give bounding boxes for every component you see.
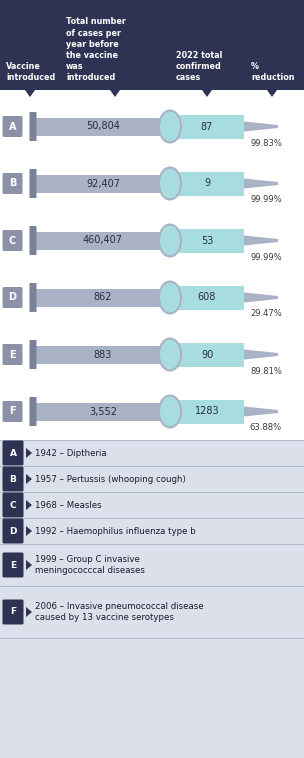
Polygon shape	[244, 406, 278, 416]
Text: 99.99%: 99.99%	[250, 196, 282, 205]
Polygon shape	[26, 560, 32, 570]
Bar	[0, 0, 60, 90]
Text: B: B	[9, 178, 16, 189]
Text: C: C	[9, 236, 16, 246]
Polygon shape	[244, 121, 278, 131]
Text: 2006 – Invasive pneumococcal disease
caused by 13 vaccine serotypes: 2006 – Invasive pneumococcal disease cau…	[35, 602, 204, 622]
Bar	[0, 440, 304, 758]
Polygon shape	[244, 178, 278, 189]
FancyBboxPatch shape	[2, 440, 23, 465]
Polygon shape	[26, 526, 32, 536]
Text: %
reduction: % reduction	[251, 62, 295, 82]
Text: A: A	[9, 449, 16, 458]
Text: 50,804: 50,804	[86, 121, 120, 131]
Text: 1283: 1283	[195, 406, 219, 416]
Polygon shape	[202, 90, 212, 97]
Bar	[170, 0, 245, 90]
Ellipse shape	[159, 111, 181, 143]
Text: 87: 87	[201, 121, 213, 131]
Text: 460,407: 460,407	[83, 236, 123, 246]
Text: 99.83%: 99.83%	[250, 139, 282, 148]
Bar	[170, 228, 244, 252]
Bar	[36, 117, 170, 136]
Ellipse shape	[159, 224, 181, 256]
FancyBboxPatch shape	[2, 493, 23, 518]
Text: 1968 – Measles: 1968 – Measles	[35, 500, 102, 509]
Text: C: C	[10, 500, 16, 509]
Text: 608: 608	[198, 293, 216, 302]
Bar	[36, 231, 170, 249]
FancyBboxPatch shape	[2, 344, 22, 365]
Text: E: E	[10, 560, 16, 569]
Polygon shape	[267, 90, 277, 97]
Bar	[36, 346, 170, 364]
Polygon shape	[26, 500, 32, 510]
Text: Vaccine
introduced: Vaccine introduced	[6, 62, 55, 82]
Polygon shape	[244, 293, 278, 302]
Ellipse shape	[159, 396, 181, 428]
Bar	[60, 0, 170, 90]
Polygon shape	[26, 448, 32, 458]
Text: 9: 9	[204, 178, 210, 189]
FancyBboxPatch shape	[29, 112, 36, 141]
Text: 29.47%: 29.47%	[250, 309, 282, 318]
FancyBboxPatch shape	[2, 600, 23, 625]
FancyBboxPatch shape	[29, 340, 36, 369]
Text: 1957 – Pertussis (whooping cough): 1957 – Pertussis (whooping cough)	[35, 475, 186, 484]
Text: 53: 53	[201, 236, 213, 246]
Bar	[170, 171, 244, 196]
FancyBboxPatch shape	[2, 173, 22, 194]
Polygon shape	[25, 90, 35, 97]
Bar	[36, 402, 170, 421]
Text: 2022 total
confirmed
cases: 2022 total confirmed cases	[176, 51, 222, 82]
Text: 1999 – Group C invasive
meningococccal diseases: 1999 – Group C invasive meningococccal d…	[35, 555, 145, 575]
Polygon shape	[110, 90, 120, 97]
FancyBboxPatch shape	[29, 169, 36, 198]
Text: F: F	[10, 607, 16, 616]
Text: B: B	[9, 475, 16, 484]
FancyBboxPatch shape	[2, 553, 23, 578]
Text: 92,407: 92,407	[86, 178, 120, 189]
Bar	[170, 114, 244, 139]
FancyBboxPatch shape	[29, 397, 36, 426]
Bar	[170, 343, 244, 367]
FancyBboxPatch shape	[2, 466, 23, 491]
Bar	[170, 399, 244, 424]
FancyBboxPatch shape	[2, 116, 22, 137]
Bar	[170, 286, 244, 309]
FancyBboxPatch shape	[29, 283, 36, 312]
Polygon shape	[26, 474, 32, 484]
Text: 1942 – Diptheria: 1942 – Diptheria	[35, 449, 107, 458]
FancyBboxPatch shape	[2, 518, 23, 543]
Text: 99.99%: 99.99%	[250, 252, 282, 262]
Bar	[36, 174, 170, 193]
Text: 883: 883	[94, 349, 112, 359]
Bar	[36, 289, 170, 306]
Ellipse shape	[159, 281, 181, 314]
FancyBboxPatch shape	[29, 226, 36, 255]
Text: 63.88%: 63.88%	[250, 424, 282, 433]
Text: D: D	[9, 527, 17, 535]
Polygon shape	[26, 607, 32, 617]
Text: A: A	[9, 121, 16, 131]
Ellipse shape	[159, 339, 181, 371]
Text: 90: 90	[201, 349, 213, 359]
Text: 3,552: 3,552	[89, 406, 117, 416]
Text: D: D	[9, 293, 16, 302]
Text: F: F	[9, 406, 16, 416]
FancyBboxPatch shape	[2, 230, 22, 251]
FancyBboxPatch shape	[2, 287, 22, 308]
Text: 1992 – Haemophilus influenza type b: 1992 – Haemophilus influenza type b	[35, 527, 196, 535]
Ellipse shape	[159, 168, 181, 199]
Text: 89.81%: 89.81%	[250, 367, 282, 375]
Polygon shape	[244, 236, 278, 246]
FancyBboxPatch shape	[2, 401, 22, 422]
Bar	[245, 0, 304, 90]
Text: 862: 862	[94, 293, 112, 302]
Text: E: E	[9, 349, 16, 359]
Text: Total number
of cases per
year before
the vaccine
was
introduced: Total number of cases per year before th…	[66, 17, 126, 82]
Polygon shape	[244, 349, 278, 359]
